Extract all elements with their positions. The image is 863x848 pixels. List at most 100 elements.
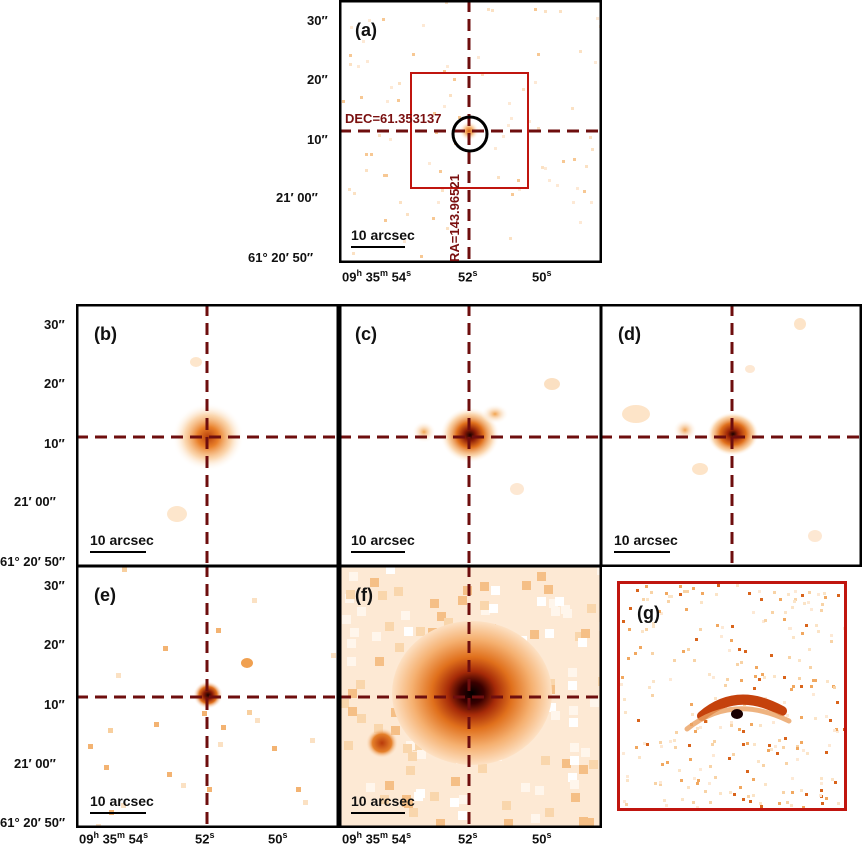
noise-pixel [700, 601, 703, 604]
noise-pixel [385, 174, 388, 177]
y-tick-e-50: 61° 20′ 50″ [0, 815, 66, 830]
noise-pixel [626, 779, 629, 782]
noise-pixel [796, 747, 799, 750]
noise-pixel [634, 652, 637, 655]
noise-pixel [783, 676, 786, 679]
noise-pixel [572, 201, 575, 204]
noise-pixel [696, 727, 699, 730]
noise-pixel [820, 782, 823, 785]
noise-pixel [692, 587, 695, 590]
noise-pixel [736, 663, 739, 666]
noise-pixel [762, 764, 765, 767]
panel-f-image [339, 565, 602, 828]
noise-pixel [585, 818, 594, 827]
noise-pixel [639, 646, 642, 649]
x-tick-a-0935: 09h 35m 54s [342, 268, 412, 285]
noise-pixel [386, 100, 389, 103]
y-tick-b-50: 61° 20′ 50″ [0, 554, 66, 569]
noise-pixel [579, 817, 588, 826]
noise-pixel [740, 661, 743, 664]
noise-pixel [685, 608, 688, 611]
noise-pixel [778, 802, 781, 805]
noise-pixel [494, 147, 497, 150]
noise-pixel [555, 597, 564, 606]
noise-pixel [801, 594, 804, 597]
noise-pixel [622, 620, 625, 623]
noise-pixel [450, 798, 459, 807]
noise-pixel [782, 791, 785, 794]
noise-pixel [704, 720, 707, 723]
noise-pixel [252, 598, 257, 603]
noise-pixel [530, 630, 539, 639]
noise-pixel [221, 725, 226, 730]
noise-pixel [638, 756, 641, 759]
noise-pixel [712, 676, 715, 679]
noise-pixel [544, 10, 547, 13]
noise-pixel [635, 746, 638, 749]
noise-pixel [764, 619, 767, 622]
noise-pixel [837, 594, 840, 597]
noise-pixel [628, 628, 631, 631]
noise-pixel [669, 740, 672, 743]
noise-pixel [487, 8, 490, 11]
noise-pixel [792, 685, 795, 688]
noise-pixel [417, 750, 426, 759]
noise-pixel [378, 591, 387, 600]
noise-pixel [534, 8, 537, 11]
noise-pixel [682, 650, 685, 653]
noise-pixel [366, 60, 369, 63]
noise-pixel [537, 597, 546, 606]
noise-pixel [819, 794, 822, 797]
noise-pixel [812, 679, 815, 682]
noise-pixel [791, 791, 794, 794]
x-tick-f-0935: 09h 35m 54s [342, 830, 412, 847]
noise-pixel [458, 596, 467, 605]
noise-pixel [693, 777, 696, 780]
noise-pixel [401, 611, 410, 620]
noise-pixel [623, 698, 626, 701]
noise-pixel [340, 699, 349, 708]
noise-pixel [394, 587, 403, 596]
noise-pixel [585, 165, 588, 168]
noise-pixel [402, 795, 411, 804]
noise-pixel [814, 717, 817, 720]
noise-pixel [716, 624, 719, 627]
noise-pixel [420, 255, 423, 258]
noise-pixel [383, 174, 386, 177]
noise-pixel [637, 719, 640, 722]
noise-pixel [697, 779, 700, 782]
noise-pixel [547, 703, 556, 712]
noise-pixel [829, 719, 832, 722]
noise-pixel [828, 744, 831, 747]
noise-pixel [551, 711, 560, 720]
noise-pixel [830, 640, 833, 643]
noise-pixel [622, 752, 625, 755]
noise-pixel [726, 678, 729, 681]
noise-pixel [788, 627, 791, 630]
noise-pixel [458, 116, 461, 119]
noise-pixel [446, 227, 449, 230]
noise-pixel [732, 753, 735, 756]
noise-pixel [679, 593, 682, 596]
noise-pixel [568, 773, 577, 782]
noise-pixel [589, 760, 598, 769]
noise-pixel [578, 638, 587, 647]
noise-pixel [742, 743, 745, 746]
noise-pixel [356, 121, 359, 124]
noise-pixel [544, 585, 553, 594]
noise-pixel [568, 681, 577, 690]
noise-pixel [690, 703, 693, 706]
noise-pixel [348, 707, 357, 716]
noise-pixel [397, 99, 400, 102]
noise-pixel [409, 808, 418, 817]
noise-pixel [773, 675, 776, 678]
noise-pixel [753, 743, 756, 746]
noise-pixel [794, 590, 797, 593]
noise-pixel [154, 722, 159, 727]
noise-pixel [576, 187, 579, 190]
noise-pixel [518, 188, 521, 191]
noise-pixel [798, 659, 801, 662]
noise-pixel [699, 628, 702, 631]
y-tick-e-20: 20″ [44, 637, 65, 652]
noise-pixel [731, 625, 734, 628]
